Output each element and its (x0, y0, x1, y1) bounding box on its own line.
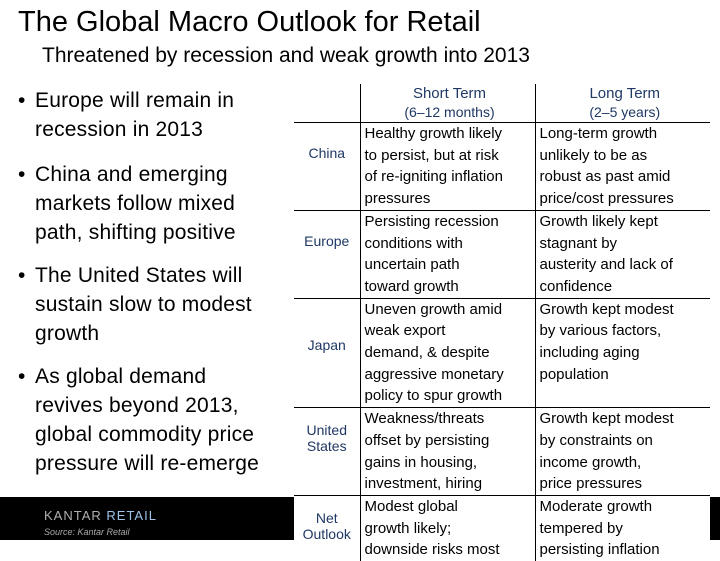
outlook-table: Short Term (6–12 months) Long Term (2–5 … (294, 84, 710, 561)
bullet-line: recession in 2013 (35, 118, 204, 141)
bullet-line: As global demand (35, 365, 207, 388)
header-long-term-label: Long Term (589, 85, 661, 102)
region-label-europe: Europe (294, 209, 361, 299)
header-long-term: Long Term (2–5 years) (534, 84, 710, 123)
logo-word-retail: RETAIL (106, 508, 157, 523)
cell-line: confidence (539, 277, 613, 295)
bullet-line: path, shifting positive (35, 221, 236, 244)
table-row-china: China Healthy growth likely to persist, … (294, 122, 710, 211)
cell-line: by various factors, (539, 322, 662, 340)
cell-line: population (539, 365, 609, 383)
cell-line: gains in housing, (364, 453, 478, 471)
short-term-cell: Modest global growth likely; downside ri… (360, 494, 535, 561)
header-empty-cell (294, 84, 361, 123)
cell-line: unlikely to be as (539, 146, 648, 164)
cell-line: Growth kept modest (539, 410, 674, 428)
cell-line: downside risks most (364, 541, 500, 559)
cell-line: of re-igniting inflation (364, 168, 503, 186)
bullet-line: growth (35, 322, 100, 345)
cell-line: conditions with (364, 234, 463, 252)
header-short-term: Short Term (6–12 months) (360, 84, 535, 123)
cell-line: policy to spur growth (364, 387, 503, 405)
cell-line: demand, & despite (364, 344, 490, 362)
slide-subtitle: Threatened by recession and weak growth … (42, 44, 530, 67)
cell-line: robust as past amid (539, 168, 671, 186)
bullet-line: revives beyond 2013, (35, 394, 239, 417)
cell-line: persisting inflation (539, 541, 660, 559)
cell-line: price/cost pressures (539, 190, 674, 208)
header-long-term-range: (2–5 years) (589, 104, 661, 120)
cell-line: offset by persisting (364, 431, 490, 449)
cell-line: investment, hiring (364, 475, 483, 493)
cell-line: tempered by (539, 519, 623, 537)
long-term-cell: Growth kept modest by constraints on inc… (534, 407, 710, 496)
cell-line: Uneven growth amid (364, 300, 503, 318)
cell-line: Persisting recession (364, 212, 499, 230)
cell-line: austerity and lack of (539, 256, 673, 274)
cell-line: Growth likely kept (539, 212, 658, 230)
bullet-line: The United States will (35, 264, 243, 287)
long-term-cell: Growth likely kept stagnant by austerity… (534, 209, 710, 299)
region-label-united-states: United States (294, 407, 361, 496)
cell-line: income growth, (539, 453, 642, 471)
cell-line: stagnant by (539, 234, 618, 252)
cell-line: Long-term growth (539, 125, 658, 142)
bullet-line: markets follow mixed (35, 192, 236, 215)
bullet-line: pressure will re-emerge (35, 452, 260, 475)
cell-line: price pressures (539, 475, 643, 493)
cell-line: Modest global (364, 497, 458, 515)
logo-word-kantar: KANTAR (44, 508, 102, 523)
cell-line: Healthy growth likely (364, 125, 503, 142)
bullet-dot-icon: • (18, 163, 26, 186)
short-term-cell: Uneven growth amid weak export demand, &… (360, 297, 535, 408)
cell-line: including aging (539, 344, 640, 362)
cell-line: Growth kept modest (539, 300, 674, 318)
cell-line: by constraints on (539, 431, 653, 449)
bullet-dot-icon: • (18, 365, 26, 388)
long-term-cell: Growth kept modest by various factors, i… (534, 297, 710, 408)
region-label-japan: Japan (294, 297, 361, 408)
kantar-retail-logo: KANTAR RETAIL (44, 508, 157, 523)
cell-line: to persist, but at risk (364, 146, 499, 164)
header-short-term-label: Short Term (412, 85, 487, 102)
short-term-cell: Persisting recession conditions with unc… (360, 209, 535, 299)
cell-line: Moderate growth (539, 497, 653, 515)
bullet-line: China and emerging (35, 163, 228, 186)
table-row-europe: Europe Persisting recession conditions w… (294, 209, 710, 299)
cell-line: pressures (364, 190, 431, 208)
bullet-list: • Europe will remain in recession in 201… (18, 86, 290, 478)
header-short-term-range: (6–12 months) (404, 104, 495, 120)
bullet-item: • As global demand revives beyond 2013, … (18, 362, 290, 478)
long-term-cell: Moderate growth tempered by persisting i… (534, 494, 710, 561)
bullet-dot-icon: • (18, 89, 26, 112)
cell-line: aggressive monetary (364, 365, 504, 383)
source-note: Source: Kantar Retail (44, 527, 130, 537)
bullet-item: • Europe will remain in recession in 201… (18, 86, 290, 144)
cell-line: toward growth (364, 277, 459, 295)
table-header-row: Short Term (6–12 months) Long Term (2–5 … (294, 84, 710, 123)
cell-line: Weakness/threats (364, 410, 485, 428)
long-term-cell: Long-term growth unlikely to be as robus… (534, 122, 710, 211)
bullet-line: Europe will remain in (35, 89, 235, 112)
region-label-china: China (294, 122, 361, 211)
short-term-cell: Healthy growth likely to persist, but at… (360, 122, 535, 211)
cell-line: uncertain path (364, 256, 460, 274)
table-row-net-outlook: Net Outlook Modest global growth likely;… (294, 494, 710, 561)
bullet-dot-icon: • (18, 264, 26, 287)
bullet-line: global commodity price (35, 423, 255, 446)
bullet-item: • China and emerging markets follow mixe… (18, 160, 290, 247)
table-row-united-states: United States Weakness/threats offset by… (294, 407, 710, 496)
cell-line: weak export (364, 322, 446, 340)
slide-title: The Global Macro Outlook for Retail (18, 6, 481, 38)
short-term-cell: Weakness/threats offset by persisting ga… (360, 407, 535, 496)
region-label-net-outlook: Net Outlook (294, 494, 361, 561)
cell-line: growth likely; (364, 519, 452, 537)
bullet-item: • The United States will sustain slow to… (18, 261, 290, 348)
bullet-line: sustain slow to modest (35, 293, 252, 316)
table-row-japan: Japan Uneven growth amid weak export dem… (294, 297, 710, 408)
